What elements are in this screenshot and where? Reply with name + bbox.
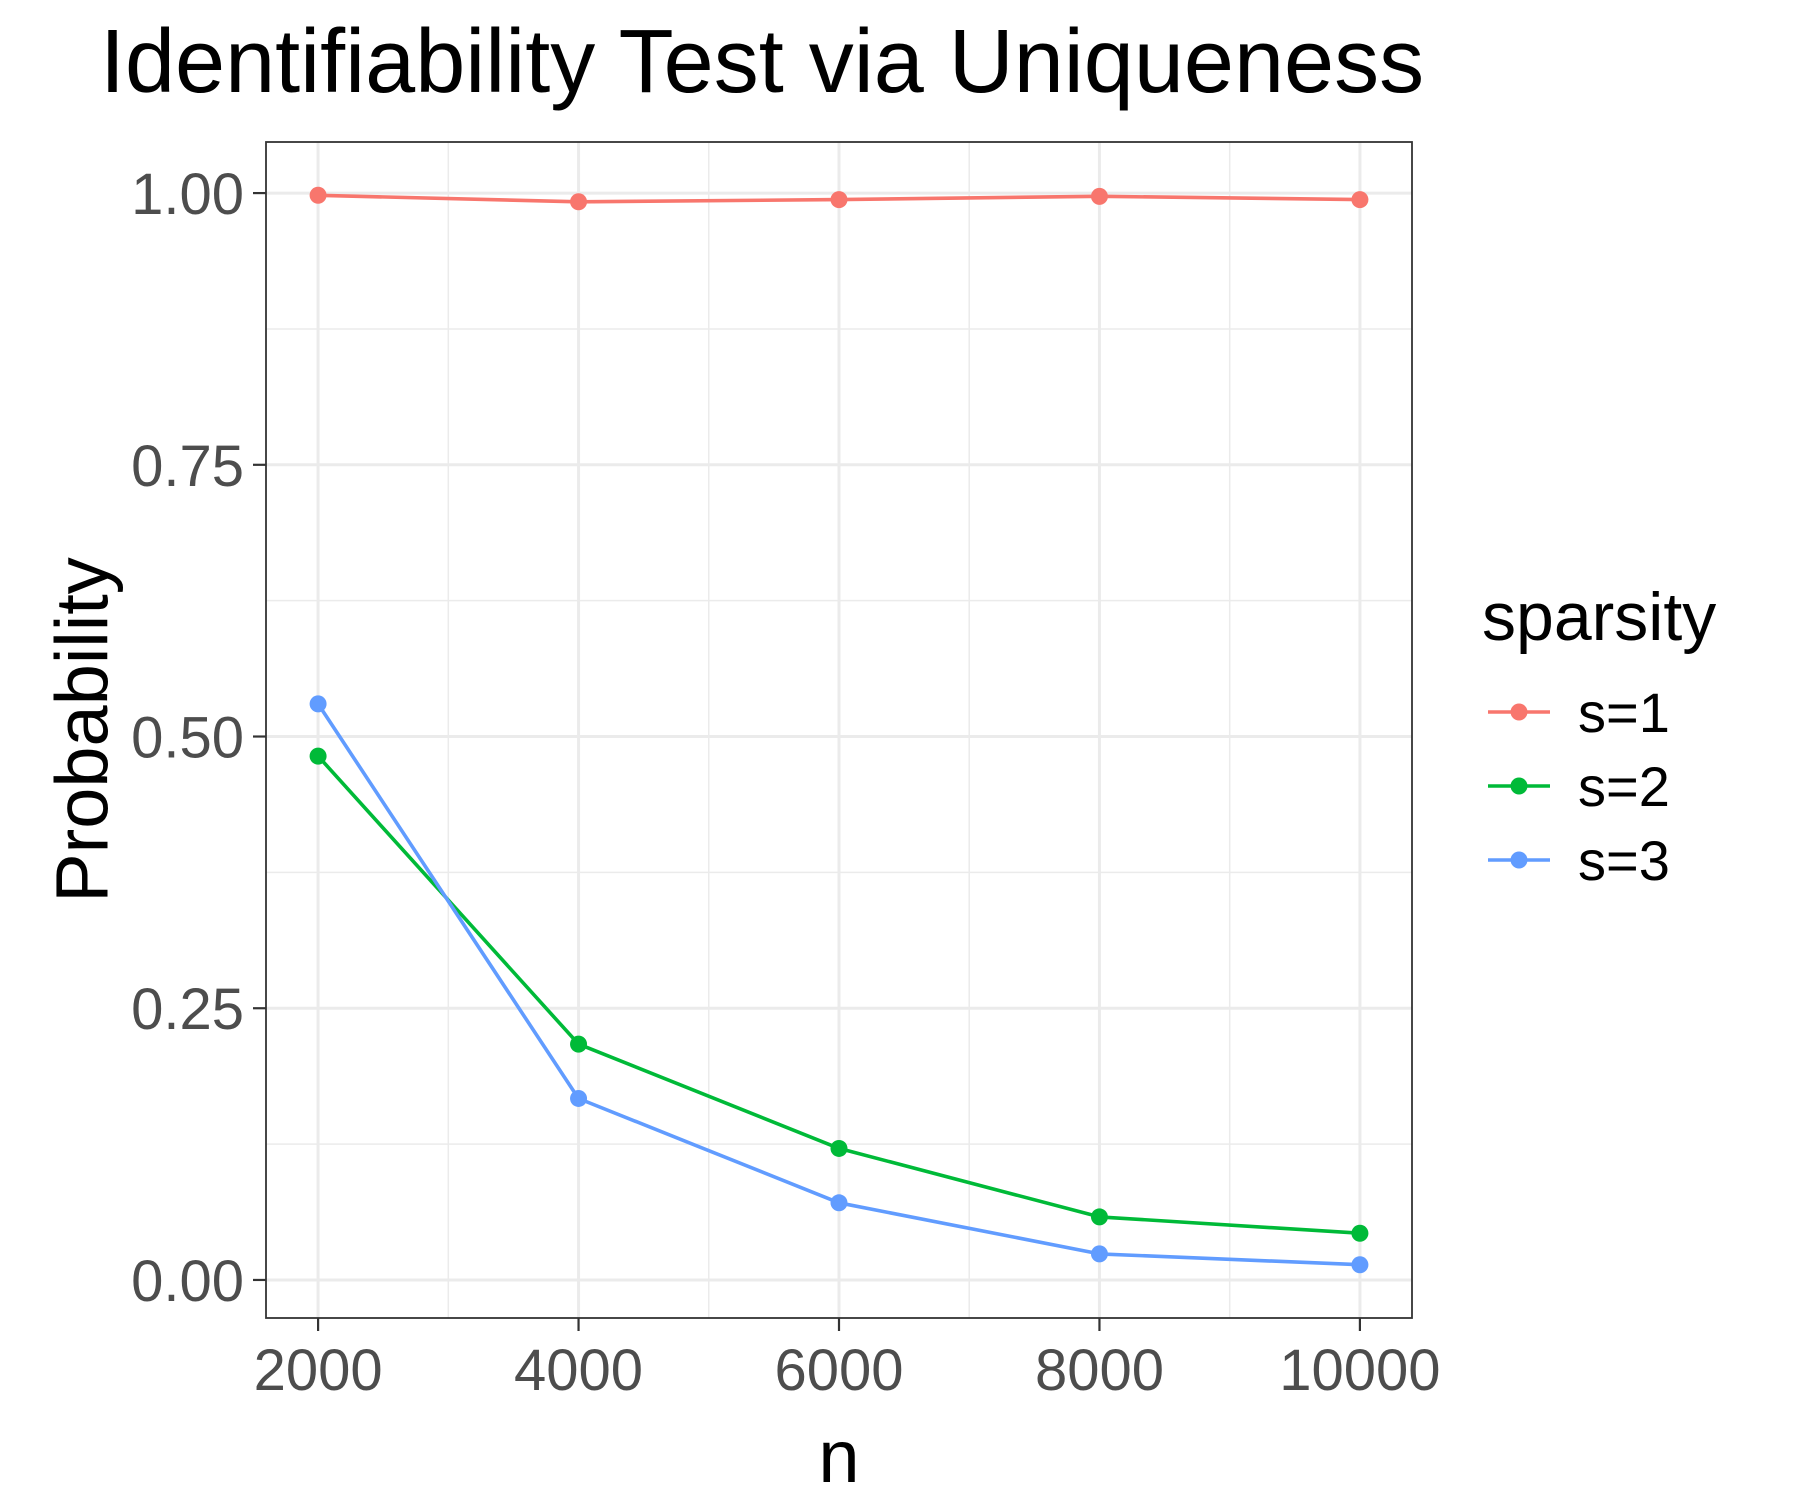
y-tick-label: 0.25 [131, 977, 244, 1042]
x-tick-label: 8000 [1035, 1338, 1164, 1403]
series-s=2 [309, 747, 1369, 1242]
legend: sparsity s=1 s=2 s=3 [1482, 579, 1716, 892]
legend-key-point [1510, 777, 1528, 795]
legend-title: sparsity [1482, 579, 1716, 655]
legend-label: s=1 [1578, 681, 1670, 744]
axes: 2000 4000 6000 8000 10000 0.00 0.25 0.50 0.75 1.0… [131, 162, 1440, 1403]
data-point [309, 186, 327, 204]
y-tick-label: 0.50 [131, 706, 244, 771]
series-layer [309, 186, 1369, 1274]
legend-key-point [1510, 703, 1528, 721]
data-point [570, 193, 588, 211]
x-tick-label: 10000 [1279, 1338, 1440, 1403]
series-s=3 [309, 695, 1369, 1274]
legend-item: s=3 [1488, 829, 1670, 892]
data-point [830, 191, 848, 209]
x-tick-label: 2000 [254, 1338, 383, 1403]
y-tick-label: 0.00 [131, 1249, 244, 1314]
legend-item: s=2 [1488, 755, 1670, 818]
data-point [570, 1089, 588, 1107]
y-axis-title: Probability [41, 557, 124, 903]
data-point [1351, 1224, 1369, 1242]
data-point [830, 1139, 848, 1157]
data-point [1090, 187, 1108, 205]
data-point [1351, 1256, 1369, 1274]
data-point [1351, 191, 1369, 209]
y-tick-label: 0.75 [131, 434, 244, 499]
x-axis-title: n [818, 1415, 859, 1498]
series-s=1 [309, 186, 1369, 211]
data-point [309, 695, 327, 713]
chart-title: Identifiability Test via Uniqueness [100, 12, 1424, 112]
data-point [309, 747, 327, 765]
data-point [1090, 1245, 1108, 1263]
legend-label: s=2 [1578, 755, 1670, 818]
data-point [570, 1035, 588, 1053]
data-point [1090, 1208, 1108, 1226]
legend-item: s=1 [1488, 681, 1670, 744]
data-point [830, 1194, 848, 1212]
x-tick-label: 6000 [774, 1338, 903, 1403]
legend-key-point [1510, 851, 1528, 869]
y-tick-label: 1.00 [131, 162, 244, 227]
x-tick-label: 4000 [514, 1338, 643, 1403]
legend-label: s=3 [1578, 829, 1670, 892]
